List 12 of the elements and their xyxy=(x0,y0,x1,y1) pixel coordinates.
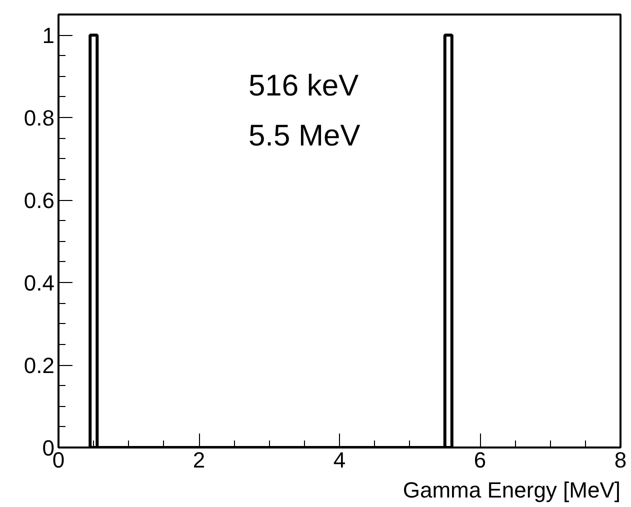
x-tick-label: 8 xyxy=(614,448,627,472)
y-tick-label: 0.4 xyxy=(24,270,55,296)
annotation: 516 keV xyxy=(248,70,359,102)
y-tick-label: 0.2 xyxy=(24,353,55,378)
x-tick-label: 6 xyxy=(474,448,486,472)
y-tick-label: 0.6 xyxy=(24,188,55,214)
x-axis-title: Gamma Energy [MeV] xyxy=(402,478,621,502)
annotation: 5.5 MeV xyxy=(248,120,360,152)
x-tick-label: 2 xyxy=(192,448,206,472)
x-tick-label: 4 xyxy=(333,448,346,472)
y-tick-label: 1 xyxy=(42,23,55,48)
y-tick-label: 0.8 xyxy=(24,106,55,131)
